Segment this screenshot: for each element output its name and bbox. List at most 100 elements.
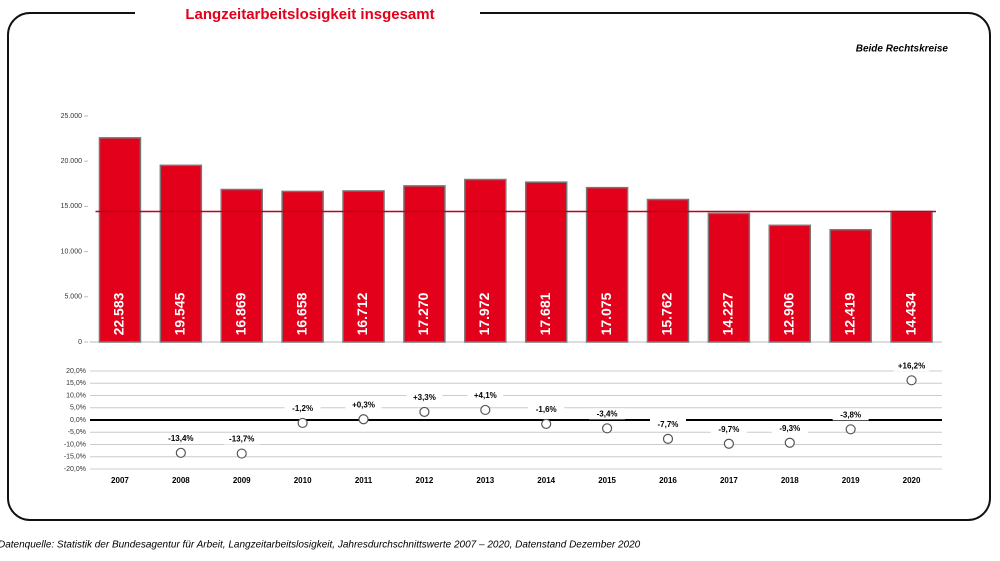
dot <box>541 418 552 430</box>
subtitle: Beide Rechtskreise <box>856 44 949 55</box>
dot <box>784 437 795 448</box>
x-tick-label: 2015 <box>598 476 616 485</box>
value-label: 12.906 <box>780 292 796 335</box>
value-label: +0,3% <box>352 400 375 409</box>
x-tick-label: 2018 <box>781 476 799 485</box>
label-bg <box>223 433 260 445</box>
bar <box>464 178 507 343</box>
label-bg <box>162 432 199 444</box>
value-label: 14.227 <box>720 292 736 335</box>
bar <box>646 198 690 343</box>
value-label: -1,2% <box>292 404 313 413</box>
y-tick-label: 20,0% <box>66 368 86 375</box>
label-bg <box>406 391 443 403</box>
dot <box>723 438 734 449</box>
x-tick-label: 2008 <box>172 476 190 485</box>
label-bg <box>467 389 504 401</box>
value-label: 17.972 <box>476 292 492 335</box>
value-label: -13,4% <box>168 434 193 443</box>
value-label: +4,1% <box>474 391 497 400</box>
label-bg <box>893 360 930 372</box>
value-label: 17.270 <box>415 292 431 335</box>
y-tick-label: 20.000 <box>61 158 83 165</box>
x-tick-label: 2010 <box>294 476 312 485</box>
dot <box>236 448 247 459</box>
dot <box>845 424 856 435</box>
label-bg <box>528 403 565 415</box>
bar <box>768 224 812 343</box>
value-label: +16,2% <box>898 361 925 370</box>
y-tick-label: 0 <box>78 339 82 346</box>
label-bg <box>589 408 626 420</box>
value-label: -9,3% <box>779 424 800 433</box>
value-label: 16.869 <box>232 292 248 335</box>
x-tick-label: 2009 <box>233 476 251 485</box>
value-label: 14.434 <box>902 292 918 335</box>
frame <box>7 12 991 521</box>
dot <box>175 447 186 458</box>
x-tick-label: 2013 <box>476 476 494 485</box>
value-label: -7,7% <box>658 420 679 429</box>
value-label: 17.075 <box>598 292 614 335</box>
dot <box>358 414 369 425</box>
label-bg <box>345 399 382 411</box>
value-label: 19.545 <box>172 292 188 335</box>
y-tick-label: 5.000 <box>64 294 82 301</box>
dot <box>906 375 917 386</box>
y-tick-label: 10.000 <box>61 248 83 255</box>
bar <box>829 228 872 343</box>
value-label: 12.419 <box>841 292 857 335</box>
dot <box>480 404 491 416</box>
x-tick-label: 2016 <box>659 476 677 485</box>
y-tick-label: -10,0% <box>64 441 86 448</box>
bar <box>98 137 142 343</box>
y-tick-label: 0,0% <box>70 417 86 424</box>
x-tick-label: 2011 <box>355 476 373 485</box>
dot <box>419 406 430 418</box>
x-tick-label: 2020 <box>903 476 921 485</box>
value-label: -3,4% <box>597 409 618 418</box>
x-tick-label: 2007 <box>111 476 129 485</box>
value-label: 15.762 <box>659 292 675 335</box>
y-tick-label: -15,0% <box>64 454 86 461</box>
dot <box>297 417 308 429</box>
label-bg <box>710 423 747 435</box>
y-tick-label: -5,0% <box>68 429 86 436</box>
x-tick-label: 2019 <box>842 476 860 485</box>
dot <box>662 433 674 444</box>
y-tick-label: 15,0% <box>66 380 86 387</box>
dot <box>601 423 613 434</box>
label-bg <box>284 402 321 414</box>
value-label: 22.583 <box>111 292 127 335</box>
value-label: 16.658 <box>293 292 309 335</box>
value-label: 17.681 <box>537 292 553 335</box>
value-label: -9,7% <box>718 425 739 434</box>
x-tick-label: 2012 <box>416 476 434 485</box>
value-label: +3,3% <box>413 393 436 402</box>
value-label: -13,7% <box>229 435 254 444</box>
value-label: 16.712 <box>354 292 370 335</box>
bar <box>524 181 568 343</box>
bar <box>342 190 385 343</box>
label-bg <box>832 409 869 421</box>
y-tick-label: -20,0% <box>64 466 86 473</box>
bar <box>159 164 203 343</box>
label-bg <box>649 418 686 430</box>
label-bg <box>771 422 808 434</box>
title-bg <box>135 4 480 26</box>
bar <box>281 190 324 343</box>
source: Datenquelle: Statistik der Bundesagentur… <box>0 540 641 551</box>
x-tick-label: 2017 <box>720 476 738 485</box>
bar <box>585 186 629 343</box>
value-label: -1,6% <box>536 405 557 414</box>
bar <box>707 212 751 343</box>
x-tick-label: 2014 <box>537 476 555 485</box>
y-tick-label: 10,0% <box>66 392 86 399</box>
y-tick-label: 15.000 <box>61 203 83 210</box>
bar <box>220 188 263 343</box>
chart-title: Langzeitarbeitslosigkeit insgesamt <box>185 6 434 23</box>
y-tick-label: 5,0% <box>70 405 86 412</box>
value-label: -3,8% <box>840 410 861 419</box>
